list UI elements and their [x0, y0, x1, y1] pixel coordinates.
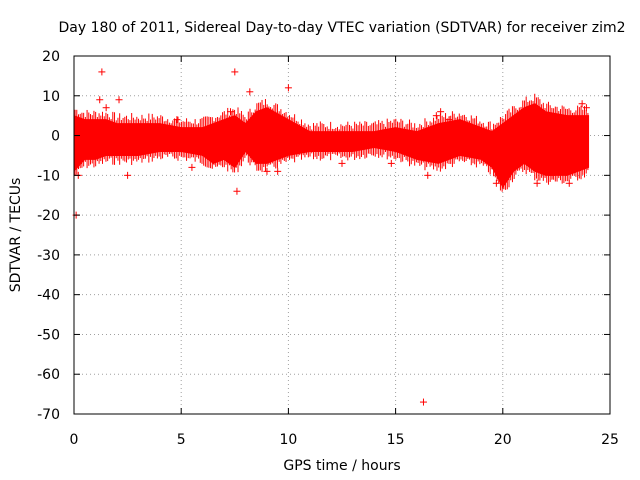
data-point — [445, 116, 453, 124]
y-tick-label: 10 — [42, 89, 60, 105]
data-point — [419, 398, 427, 406]
data-point — [338, 159, 346, 167]
data-point — [274, 167, 282, 175]
data-point — [432, 112, 440, 120]
y-tick-label: -20 — [37, 208, 60, 224]
data-band-layer — [73, 93, 590, 192]
data-points-layer — [72, 68, 590, 406]
y-tick-label: -30 — [37, 248, 60, 264]
data-point — [387, 159, 395, 167]
x-tick-label: 25 — [601, 432, 619, 448]
chart-title: Day 180 of 2011, Sidereal Day-to-day VTE… — [59, 20, 626, 36]
data-point — [246, 88, 254, 96]
y-tick-label: -60 — [37, 367, 60, 383]
data-point — [233, 187, 241, 195]
data-point — [98, 68, 106, 76]
plot-frame — [73, 55, 611, 415]
y-tick-label: 0 — [51, 129, 60, 145]
data-point — [533, 179, 541, 187]
data-point — [437, 108, 445, 116]
y-tick-label: -10 — [37, 168, 60, 184]
data-point — [424, 171, 432, 179]
data-point — [565, 179, 573, 187]
data-point — [492, 179, 500, 187]
x-tick-label: 0 — [70, 432, 79, 448]
data-point — [102, 104, 110, 112]
x-tick-label: 5 — [177, 432, 186, 448]
y-tick-label: -70 — [37, 407, 60, 423]
data-point — [578, 100, 586, 108]
data-point — [115, 96, 123, 104]
data-point — [124, 171, 132, 179]
data-point — [96, 96, 104, 104]
data-point — [284, 84, 292, 92]
data-point — [548, 171, 556, 179]
axis-ticks: 0 5 10 15 20 25 -70 -60 -50 -40 -30 -20 -10 0 10 20 — [37, 49, 619, 448]
data-point — [173, 116, 181, 124]
y-tick-label: -50 — [37, 327, 60, 343]
data-point — [263, 167, 271, 175]
data-point — [227, 108, 235, 116]
y-tick-label: -40 — [37, 288, 60, 304]
data-point — [188, 163, 196, 171]
y-tick-label: 20 — [42, 49, 60, 65]
x-tick-label: 10 — [279, 432, 297, 448]
y-axis-label: SDTVAR / TECUs — [8, 178, 24, 293]
data-point — [231, 68, 239, 76]
x-axis-label: GPS time / hours — [283, 458, 400, 474]
x-tick-label: 20 — [494, 432, 512, 448]
x-tick-label: 15 — [387, 432, 405, 448]
data-point — [582, 104, 590, 112]
data-band — [73, 103, 590, 189]
